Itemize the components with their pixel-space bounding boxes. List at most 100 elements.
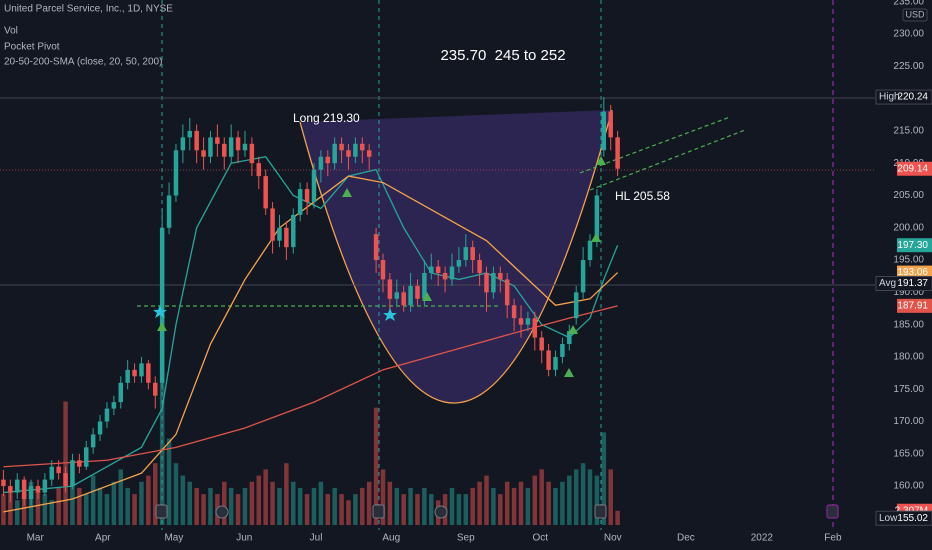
pivot-marker [564,368,574,377]
earnings-icon [155,504,168,519]
candle-body [118,382,124,403]
pocket-pivots [157,156,606,377]
moving-averages [3,156,619,513]
candle-body [470,247,475,261]
y-tick-label: 195.00 [893,255,924,266]
volume-bar [546,481,551,525]
candle-body [504,279,510,306]
candle-body [518,318,524,325]
volume-bar [601,432,607,525]
candle-body [132,369,137,377]
volume-bar [560,481,565,525]
volume-bar [97,487,103,525]
volume-bar [394,487,400,525]
price-tag-label: 209.14 [897,163,928,174]
candle-body [339,143,344,151]
volume-bar [104,494,110,525]
candle-body [484,272,489,293]
volume-bar [111,481,117,525]
chart-title: United Parcel Service, Inc., 1D, NYSE [4,4,173,15]
annotation: HL 205.58 [615,189,670,203]
moving-average [3,156,619,494]
volume-bar [153,463,158,525]
volume-bar [573,469,579,525]
y-tick-label: 215.00 [893,126,924,137]
volume-bar [249,481,255,525]
volume-bar [173,463,179,525]
y-tick-label: 200.00 [893,222,924,233]
volume-bar [429,494,434,525]
candle-body [242,143,248,151]
volume-bar [15,500,20,525]
y-tick-label: 225.00 [893,61,924,72]
price-tag [875,276,932,292]
volume-bar [277,487,282,525]
candle-body [394,292,400,299]
candle-body [125,369,130,383]
volume-bar [532,475,538,525]
volume-bar [35,487,41,525]
volume-bar [77,487,82,525]
candle-body [477,260,482,273]
price-tag-label: 220.24 [897,92,928,103]
x-tick-label: Nov [604,533,622,544]
volume-bar [587,469,593,525]
volume-bar [90,475,96,525]
volume-bar [498,494,503,525]
y-tick-label: 170.00 [893,416,924,427]
candle-body [366,150,372,157]
candle-body [456,260,462,267]
volume-bar [387,481,393,525]
volume-bar [1,494,6,525]
candle-body [104,408,110,422]
volume-bar [339,494,344,525]
volume-bar [539,469,544,525]
volume-bar [511,487,517,525]
price-tag-label: 155.02 [897,513,928,524]
y-tick-label: 180.00 [893,352,924,363]
candle-body [401,292,406,306]
candle-body [429,266,434,273]
candle-body [97,421,103,435]
candle-body [84,447,89,467]
candle-body [415,285,420,299]
candle-body [215,137,220,144]
candle-body [111,402,117,409]
earnings-icon [826,504,839,519]
volume-bar [353,494,358,525]
volume-bar [21,494,27,525]
y-tick-label: 165.00 [893,448,924,459]
candle-body [159,227,165,383]
y-tick-label: 235.00 [893,0,924,7]
candle-body [608,111,613,138]
volume-bar [477,481,482,525]
candle-body [15,479,20,493]
candle-body [332,143,337,164]
volume-bar [567,475,572,525]
volume-bar [346,500,351,525]
volume-bar [449,487,455,525]
candle-body [380,260,386,280]
volume-bar [270,481,275,525]
candle-body [166,195,172,228]
volume-bar [580,463,586,525]
candle-body [601,111,607,151]
candle-body [318,156,324,170]
price-tag [875,89,932,105]
candle-body [235,137,241,151]
volume-bar [304,494,310,525]
candle-body [615,137,620,169]
volume-bar [525,487,531,525]
price-tag [897,298,932,313]
channel-line [579,116,731,174]
volume-bar [325,494,331,525]
candle-body [63,473,68,487]
price-tag-name: Low [879,513,898,524]
candle-body [228,137,234,157]
moving-average [3,175,619,513]
candle-body [463,247,469,261]
pivot-marker [568,325,578,334]
candle-body [442,272,448,280]
x-tick-label: Oct [533,533,549,544]
candle-body [311,169,317,202]
